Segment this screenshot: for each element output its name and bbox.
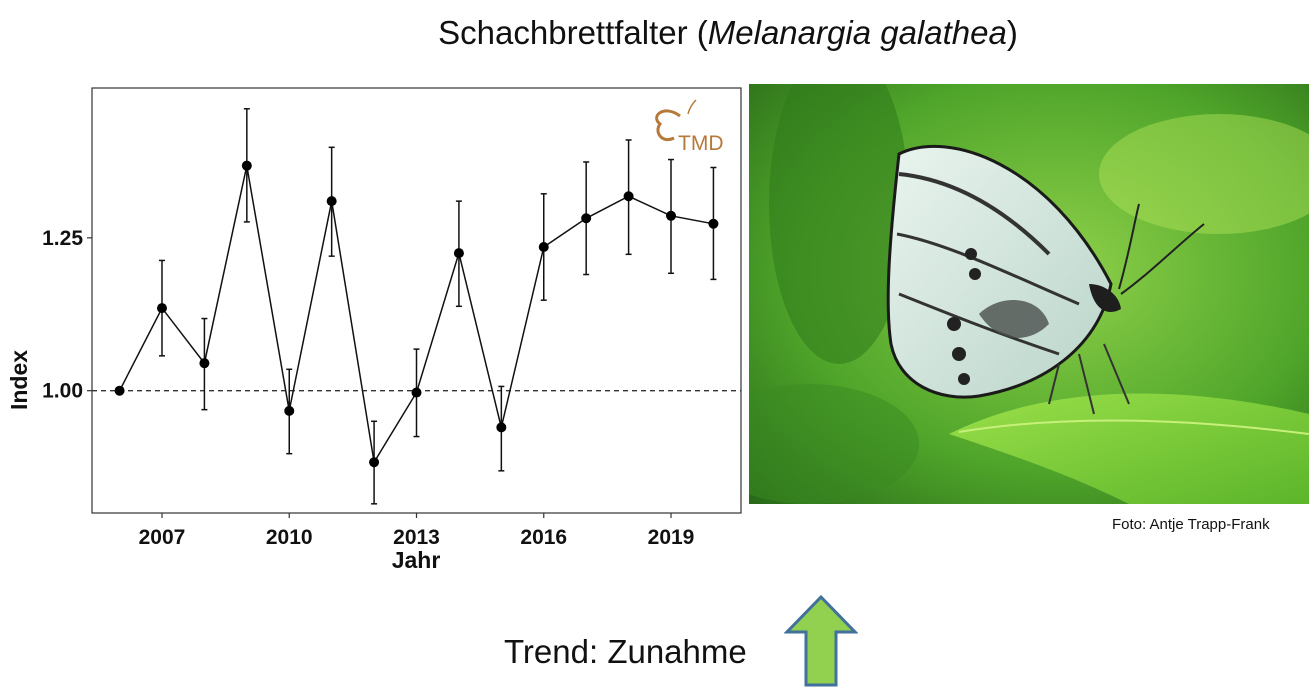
- data-point: [581, 213, 592, 224]
- x-tick-label: 2010: [266, 526, 313, 549]
- y-tick-label: 1.25: [42, 227, 83, 250]
- trend-label: Trend: Zunahme: [504, 633, 747, 670]
- logo-text: TMD: [678, 132, 724, 155]
- data-point: [284, 405, 295, 416]
- photo-credit: Foto: Antje Trapp-Frank: [1112, 516, 1270, 533]
- antenna-icon: [687, 99, 697, 115]
- antenna-line: [1118, 203, 1140, 290]
- x-axis-label: Jahr: [392, 547, 441, 573]
- x-tick-label: 2016: [520, 526, 567, 549]
- x-tick-label: 2013: [393, 526, 440, 549]
- data-point: [411, 387, 422, 398]
- tmd-logo: TMD: [655, 99, 724, 155]
- title-suffix: ): [1006, 14, 1018, 51]
- data-point: [453, 248, 464, 259]
- index-chart: 2007 2010 2013 2016 2019 1.00 1.25 Jahr Index…: [6, 87, 742, 573]
- data-point: [326, 196, 337, 207]
- y-tick-label: 1.00: [42, 380, 83, 403]
- data-point: [156, 303, 167, 314]
- trend-up-arrow-icon: [784, 594, 858, 687]
- data-point: [114, 385, 125, 396]
- x-tick-label: 2007: [139, 526, 186, 549]
- data-point: [708, 218, 719, 229]
- y-axis-label: Index: [6, 350, 32, 410]
- title-prefix: Schachbrettfalter (: [438, 14, 708, 51]
- data-point: [538, 241, 549, 252]
- data-point: [496, 422, 507, 433]
- butterfly-wing: [886, 144, 1113, 399]
- data-point: [623, 191, 634, 202]
- data-point: [666, 210, 677, 221]
- data-point: [199, 358, 210, 369]
- title-species: Melanargia galathea: [707, 14, 1007, 51]
- x-tick-label: 2019: [648, 526, 695, 549]
- data-point: [369, 457, 380, 468]
- data-point: [241, 160, 252, 171]
- butterfly-photo: [749, 84, 1309, 504]
- slide-title: Schachbrettfalter (Melanargia galathea): [0, 14, 1309, 52]
- butterfly-icon: [655, 109, 681, 141]
- plot-panel: [91, 87, 742, 514]
